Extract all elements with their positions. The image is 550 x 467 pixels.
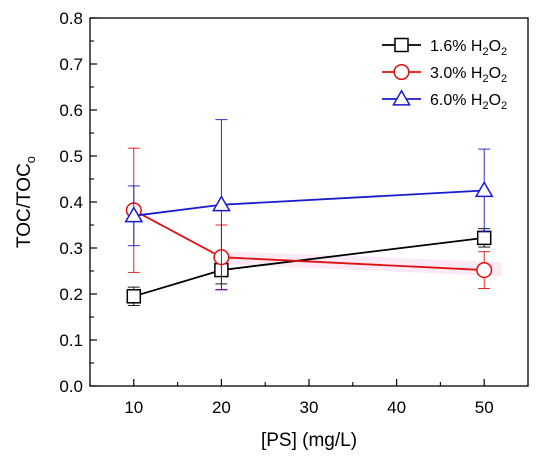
y-tick-label: 0.6 — [59, 101, 83, 120]
legend-item: 1.6% H2O2 — [382, 37, 507, 58]
legend-label-part: 2 — [501, 73, 507, 85]
series-3 — [124, 119, 494, 291]
legend-label-part: 2 — [482, 100, 488, 112]
legend-label-part: O — [489, 92, 501, 109]
x-tick-label: 30 — [300, 398, 319, 417]
marker-triangle — [211, 195, 231, 212]
legend-label-part: O — [489, 38, 501, 55]
y-tick-label: 0.1 — [59, 331, 83, 350]
legend-label: 3.0% H2O2 — [430, 65, 507, 85]
series-2 — [125, 147, 493, 290]
x-tick-label: 50 — [475, 398, 494, 417]
y-tick-label: 0.2 — [59, 285, 83, 304]
legend-label: 1.6% H2O2 — [430, 38, 507, 58]
y-tick-label: 0.3 — [59, 239, 83, 258]
y-tick-label: 0.8 — [59, 9, 83, 28]
series-line — [133, 189, 485, 217]
legend-label-part: 2 — [501, 46, 507, 58]
y-axis-label-main: TOC/TOC — [14, 163, 35, 248]
legend-label-part: 1.6% H — [430, 38, 482, 55]
marker-square — [126, 289, 142, 304]
axes-layer: 10 20 30 40 50 0.0 0.1 0.2 0.3 0.4 0.5 0.6 0.7 0.8 — [59, 9, 529, 417]
y-axis-label-sub: o — [23, 156, 38, 163]
marker-circle — [393, 63, 410, 81]
y-tick-label: 0.7 — [59, 55, 83, 74]
legend-label-part: O — [489, 65, 501, 82]
x-axis-label: [PS] (mg/L) — [261, 430, 357, 451]
x-tick-label: 40 — [387, 398, 406, 417]
legend-label-part: 2 — [501, 100, 507, 112]
legend-label-part: 3.0% H — [430, 65, 482, 82]
legend-label-part: 6.0% H — [430, 92, 482, 109]
marker-square — [394, 37, 409, 53]
marker-triangle — [392, 89, 411, 106]
legend-label-part: 2 — [482, 46, 488, 58]
legend-item: 6.0% H2O2 — [382, 89, 507, 112]
x-tick-label: 20 — [212, 398, 231, 417]
legend-item: 3.0% H2O2 — [382, 63, 507, 85]
series-layer — [124, 119, 494, 306]
legend-label: 6.0% H2O2 — [430, 92, 507, 112]
marker-circle — [476, 262, 493, 279]
marker-triangle — [124, 206, 144, 223]
y-tick-label: 0.0 — [59, 377, 83, 396]
y-tick-label: 0.4 — [59, 193, 83, 212]
x-tick-label: 10 — [124, 398, 143, 417]
marker-triangle — [474, 180, 494, 198]
legend-label-part: 2 — [482, 73, 488, 85]
y-axis-label: TOC/TOCo — [14, 156, 38, 248]
y-tick-label: 0.5 — [59, 147, 83, 166]
marker-square — [476, 230, 492, 246]
